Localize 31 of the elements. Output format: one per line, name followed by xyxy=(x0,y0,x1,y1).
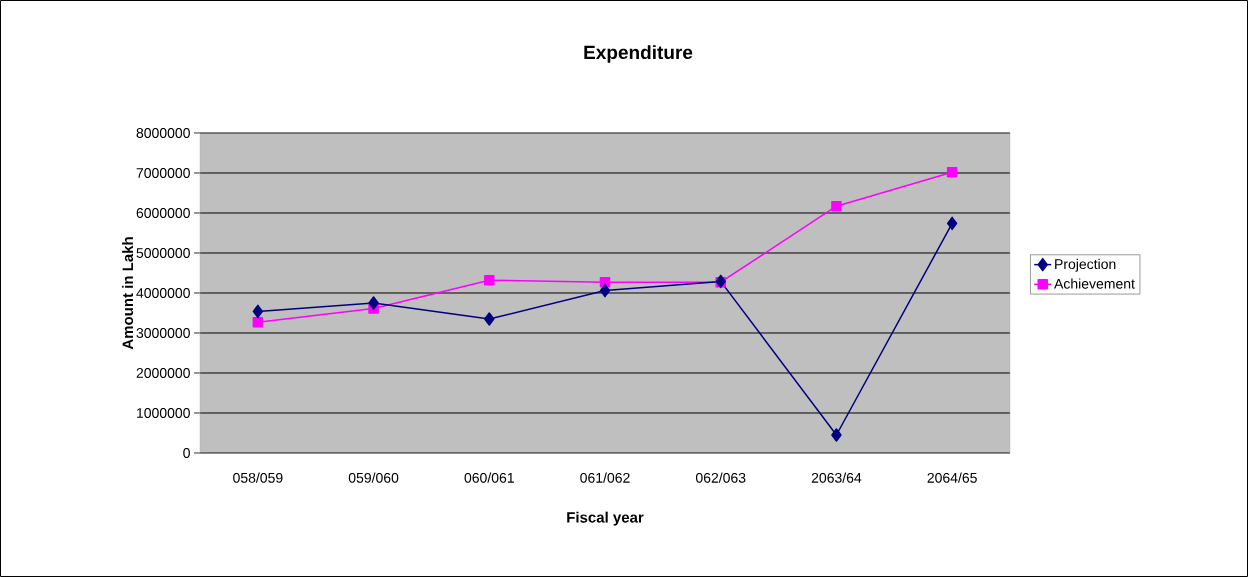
point xyxy=(599,283,611,298)
y-tick-label: 8000000 xyxy=(136,128,190,138)
point xyxy=(946,216,958,231)
point xyxy=(368,296,379,310)
y-tick-label: 0 xyxy=(183,448,190,458)
point xyxy=(484,274,495,286)
y-tick-label: 2000000 xyxy=(136,368,190,378)
point xyxy=(252,316,264,328)
x-tick-label: 2063/64 xyxy=(811,472,862,483)
y-tick-label: 7000000 xyxy=(136,168,190,178)
x-tick-label: 062/063 xyxy=(695,472,746,483)
x-tick-label: 058/059 xyxy=(233,472,283,483)
legend-label: Projection xyxy=(1055,258,1116,272)
point xyxy=(946,166,958,178)
x-tick-label: 2064/65 xyxy=(927,472,977,483)
y-tick-label: 5000000 xyxy=(136,248,190,258)
x-tick-label: 061/062 xyxy=(580,472,630,483)
chart-title: Expenditure xyxy=(584,45,693,63)
point xyxy=(831,428,842,442)
y-tick-label: 6000000 xyxy=(136,208,190,218)
y-tick-label: 4000000 xyxy=(136,288,190,298)
y-tick-label: 3000000 xyxy=(136,328,190,338)
y-axis-title: Amount in Lakh xyxy=(122,237,134,350)
point xyxy=(831,200,842,212)
x-axis-title: Fiscal year xyxy=(567,511,644,526)
point xyxy=(252,304,264,319)
legend-label: Achievement xyxy=(1054,278,1135,289)
x-tick-label: 060/061 xyxy=(464,472,514,483)
x-tick-label: 059/060 xyxy=(348,472,399,483)
y-tick-label: 1000000 xyxy=(137,408,190,418)
point xyxy=(484,312,495,326)
